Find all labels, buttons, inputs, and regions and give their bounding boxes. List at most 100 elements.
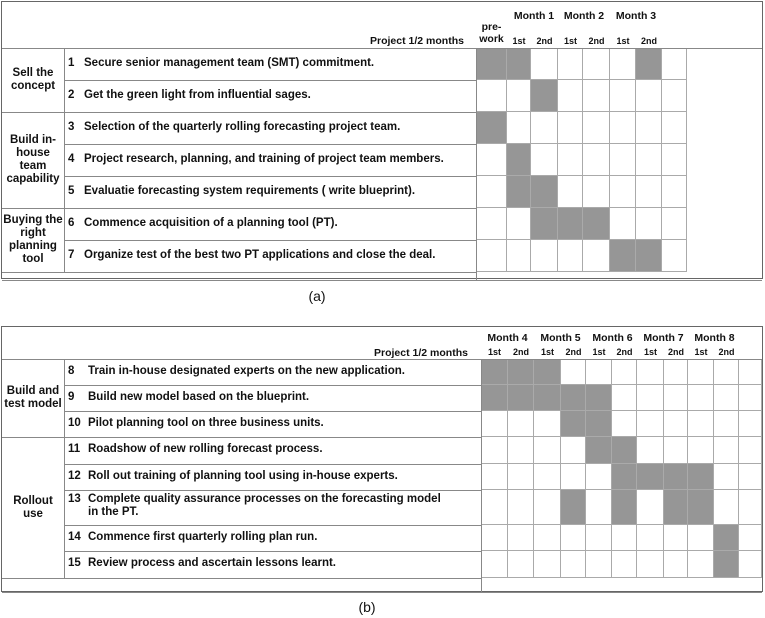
gantt-cell <box>508 411 534 437</box>
gantt-cell <box>739 525 762 551</box>
gantt-cell <box>531 80 558 112</box>
task-row: 1 Secure senior management team (SMT) com… <box>68 57 374 70</box>
gantt-cell <box>558 80 583 112</box>
gantt-cell <box>508 490 534 525</box>
gantt-cell <box>561 525 586 551</box>
gantt-cell <box>558 144 583 176</box>
month-header: Month 4 <box>487 332 528 344</box>
gantt-cell <box>637 525 664 551</box>
gantt-cell <box>739 551 762 578</box>
gantt-cell <box>534 464 561 490</box>
gantt-cell <box>664 464 688 490</box>
gantt-cell <box>636 80 662 112</box>
group-label: Rollout use <box>13 494 53 520</box>
gantt-cell <box>508 359 534 385</box>
gantt-cell <box>612 551 637 578</box>
gantt-cell <box>481 525 508 551</box>
task-text: Review process and ascertain lessons lea… <box>88 557 337 569</box>
gantt-cell <box>714 359 739 385</box>
group-divider-line <box>2 578 64 579</box>
gantt-cell <box>508 525 534 551</box>
task-row: 6 Commence acquisition of a planning tool… <box>68 217 338 230</box>
gantt-cell <box>508 437 534 464</box>
task-row: 5 Evaluatie forecasting system requiremen… <box>68 185 415 198</box>
gantt-cell <box>561 411 586 437</box>
grid-bottom-line <box>2 280 762 281</box>
gantt-cell <box>610 208 636 240</box>
gantt-cell <box>481 490 508 525</box>
gantt-cell <box>586 411 612 437</box>
half-header: 2nd <box>588 36 605 46</box>
half-header: 1st <box>487 347 501 357</box>
half-header: 2nd <box>718 347 735 357</box>
gantt-cell <box>610 48 636 80</box>
gantt-cell <box>476 48 507 80</box>
task-text: Complete quality assurance processes on … <box>88 493 441 518</box>
task-row: 3 Selection of the quarterly rolling fore… <box>68 121 400 134</box>
gantt-cell <box>688 385 714 411</box>
gantt-cell <box>688 411 714 437</box>
gantt-cell <box>583 208 610 240</box>
gantt-cell <box>739 464 762 490</box>
gantt-cell <box>636 208 662 240</box>
month-header: Month 8 <box>694 332 735 344</box>
group-divider-line <box>2 437 64 438</box>
gantt-cell <box>531 240 558 272</box>
task-row: 13 Complete quality assurance processes o… <box>68 493 441 519</box>
gantt-cell <box>561 437 586 464</box>
gantt-cell <box>636 48 662 80</box>
group-divider <box>64 48 65 272</box>
gantt-cell <box>476 112 507 144</box>
gantt-cell <box>558 240 583 272</box>
gantt-cell <box>662 144 687 176</box>
gantt-cell <box>508 385 534 411</box>
period-label: Project 1/2 months <box>374 347 468 359</box>
task-text: Roll out training of planning tool using… <box>88 470 398 482</box>
task-text: Commence acquisition of a planning tool … <box>84 217 338 229</box>
task-number: 8 <box>68 365 75 377</box>
gantt-cell <box>507 80 531 112</box>
period-label: Project 1/2 months <box>370 35 464 47</box>
row-divider <box>64 176 476 177</box>
gantt-cell <box>612 359 637 385</box>
group-label: Build in-house team capability <box>6 134 60 185</box>
group-divider-line <box>2 112 64 113</box>
task-text: Pilot planning tool on three business un… <box>88 417 324 429</box>
gantt-cell <box>664 490 688 525</box>
prework-label: pre- work <box>479 21 504 45</box>
gantt-cell <box>583 80 610 112</box>
gantt-cell <box>586 359 612 385</box>
gantt-cell <box>481 359 508 385</box>
grid-bottom-line <box>2 592 762 593</box>
gantt-cell <box>558 48 583 80</box>
gantt-cell <box>586 464 612 490</box>
gantt-cell <box>481 385 508 411</box>
gantt-cell <box>739 437 762 464</box>
task-divider <box>481 359 482 592</box>
half-header: 1st <box>616 36 630 46</box>
task-number: 4 <box>68 153 75 165</box>
gantt-cell <box>507 208 531 240</box>
gantt-cell <box>534 359 561 385</box>
gantt-cell <box>714 490 739 525</box>
row-divider <box>64 112 476 113</box>
task-row: 2 Get the green light from influential sa… <box>68 89 311 102</box>
gantt-cell <box>558 176 583 208</box>
gantt-cell <box>714 525 739 551</box>
gantt-cell <box>637 551 664 578</box>
gantt-cell <box>558 112 583 144</box>
task-row: 4 Project research, planning, and trainin… <box>68 153 444 166</box>
row-divider <box>64 490 481 491</box>
gantt-cell <box>507 48 531 80</box>
gantt-cell <box>531 48 558 80</box>
gantt-cell <box>558 208 583 240</box>
gantt-cell <box>481 551 508 578</box>
row-divider <box>64 240 476 241</box>
gantt-cell <box>714 551 739 578</box>
gantt-cell <box>636 176 662 208</box>
half-header: 2nd <box>512 347 529 357</box>
gantt-cell <box>664 551 688 578</box>
gantt-cell <box>586 490 612 525</box>
month-header: Month 5 <box>540 332 581 344</box>
gantt-panel-b: Project 1/2 months Month 4 Month 5 Month 6 M… <box>1 326 763 593</box>
